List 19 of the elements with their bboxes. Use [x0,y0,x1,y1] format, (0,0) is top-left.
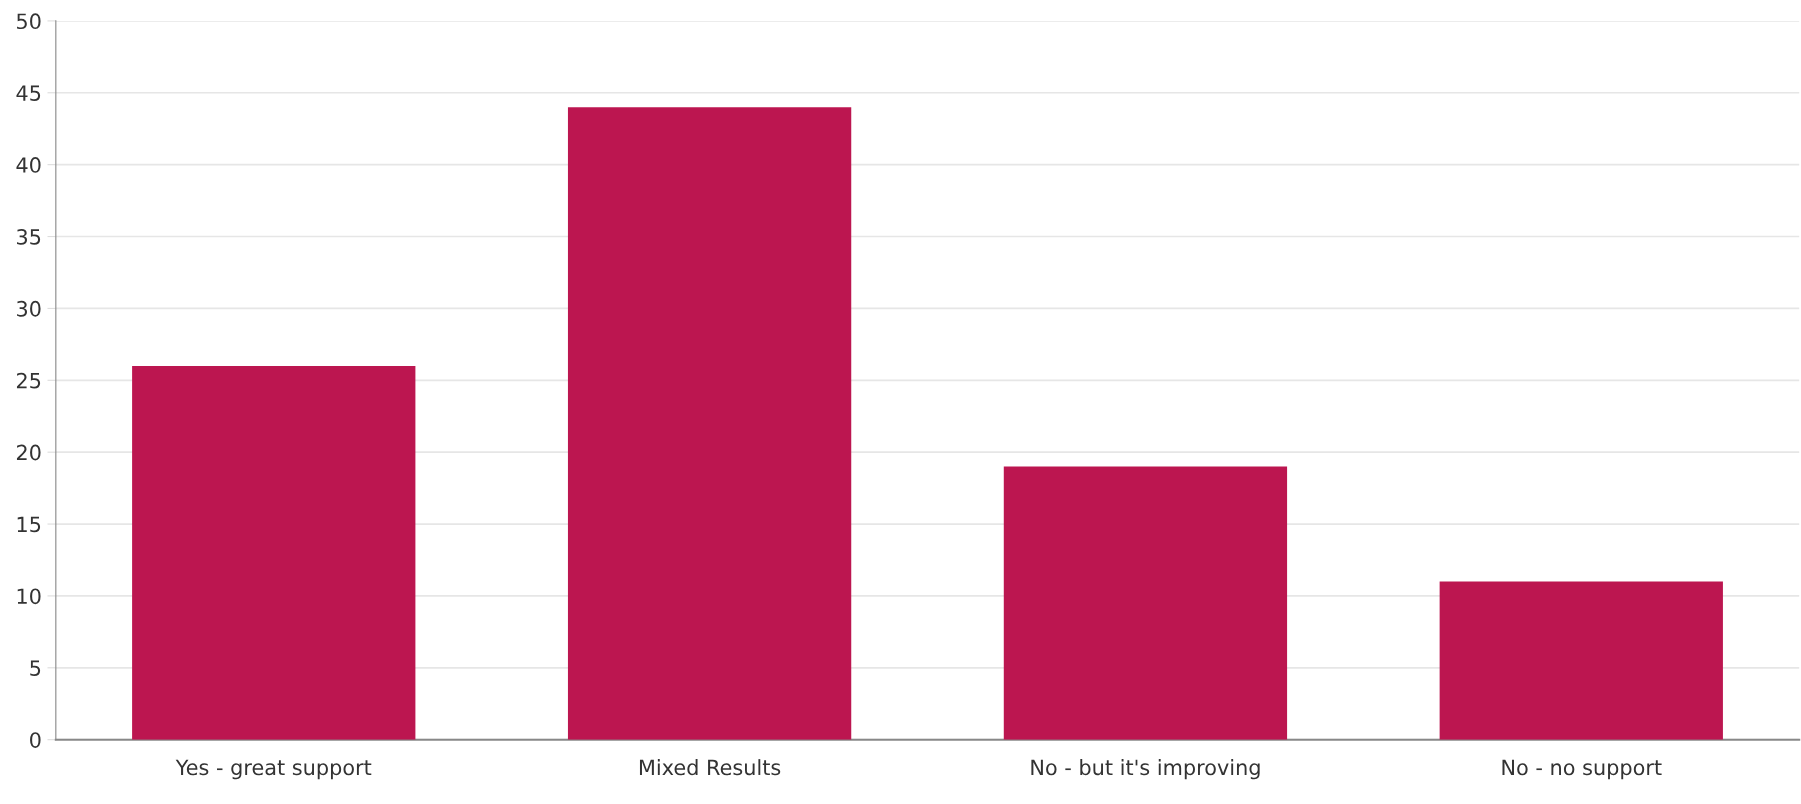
y-tick-label: 15 [17,516,41,533]
x-tick-label: No - no support [1502,759,1662,780]
y-tick-label: 45 [16,85,41,101]
y-tick-label: 0 [30,732,41,748]
y-tick-label: 35 [17,228,41,245]
x-tick-label: Mixed Results [639,759,781,776]
y-tick-label: 25 [16,372,41,389]
y-tick-label: 50 [17,13,41,30]
bar [1003,466,1288,740]
y-tick-label: 40 [16,157,41,173]
y-tick-label: 5 [30,660,41,677]
y-tick-label: 30 [17,300,41,317]
bar [132,365,416,740]
y-tick-label: 20 [16,444,41,461]
x-tick-label: Yes - great support [175,759,372,780]
bar [567,107,852,740]
y-tick-label: 10 [17,588,41,605]
x-tick-label: No - but it's improving [1031,759,1260,780]
bar [1439,581,1723,740]
